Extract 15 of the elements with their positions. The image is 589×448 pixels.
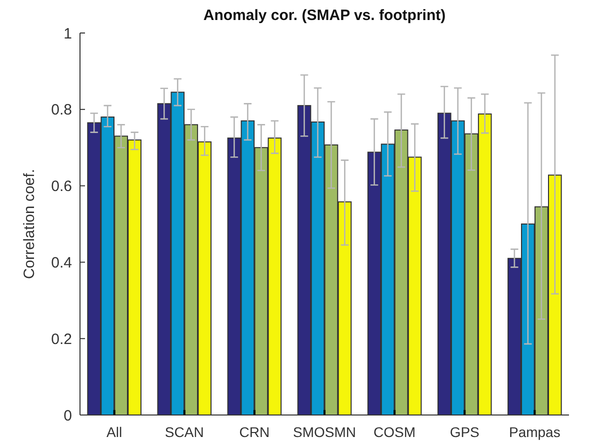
x-tick-label: SMOSMN — [293, 424, 356, 440]
y-tick-label: 0.6 — [51, 178, 72, 196]
y-axis-title: Correlation coef. — [21, 168, 38, 280]
x-tick-label: SCAN — [164, 424, 204, 440]
x-tick-label: CRN — [239, 424, 270, 440]
y-tick-label: 0 — [64, 407, 72, 424]
y-tick-label: 0.2 — [51, 330, 72, 348]
x-tick-label: All — [106, 424, 122, 440]
y-tick-label: 1 — [64, 25, 72, 42]
x-tick-label: Pampas — [508, 424, 560, 440]
x-tick-label: GPS — [450, 424, 480, 440]
chart-title: Anomaly cor. (SMAP vs. footprint) — [203, 7, 446, 24]
y-tick-label: 0.4 — [51, 254, 72, 272]
y-tick-label: 0.8 — [51, 102, 72, 119]
x-tick-label: COSM — [374, 424, 416, 440]
